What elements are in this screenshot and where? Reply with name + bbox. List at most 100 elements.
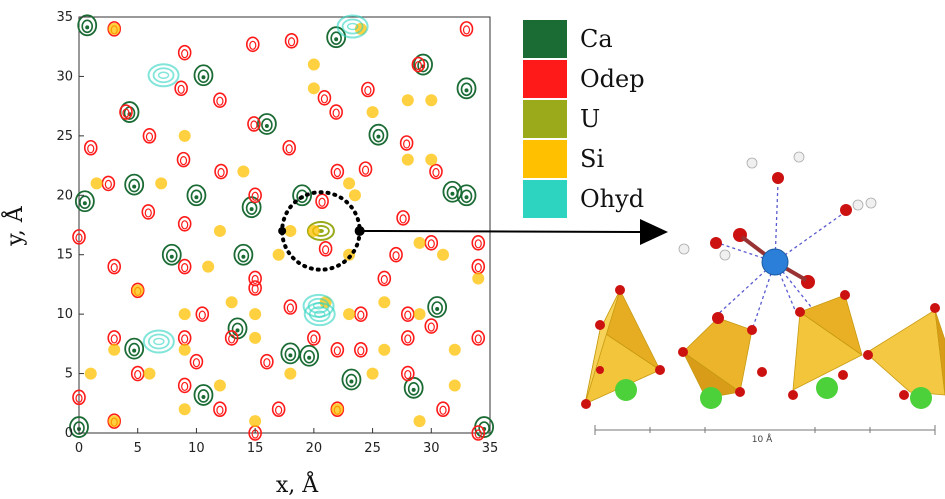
y-tick-label: 30	[56, 69, 73, 84]
point-odep	[174, 80, 188, 97]
point-ca	[341, 368, 362, 391]
point-odep	[177, 44, 192, 61]
point-odep	[176, 151, 191, 168]
point-si	[401, 153, 414, 166]
point-odep-inner	[427, 239, 435, 249]
point-odep	[459, 21, 474, 37]
y-tick-label: 20	[56, 188, 73, 203]
point-ca-core	[235, 328, 240, 333]
point-odep-inner	[285, 144, 293, 154]
point-ca-inner	[190, 189, 203, 204]
point-ca	[403, 376, 424, 399]
x-tick-label: 0	[75, 441, 83, 456]
point-ca	[193, 384, 214, 406]
point-si	[343, 308, 356, 321]
point-ca	[442, 180, 463, 203]
point-si	[108, 343, 121, 356]
point-odep	[330, 341, 345, 358]
point-si	[90, 177, 103, 190]
y-tick-label: 25	[56, 129, 73, 144]
point-si	[108, 22, 121, 35]
point-odep-inner	[216, 96, 224, 106]
point-ca-inner	[284, 347, 297, 362]
point-si	[343, 177, 356, 190]
point-odep	[107, 258, 122, 275]
point-ca-core	[132, 184, 137, 189]
scale-bar	[594, 425, 936, 435]
point-ca-inner	[372, 128, 385, 143]
point-si	[155, 177, 168, 190]
y-tick-label: 15	[56, 248, 73, 263]
y-tick-label: 10	[56, 307, 73, 322]
point-odep-inner	[399, 214, 407, 224]
point-odep-inner	[432, 167, 440, 178]
scale-bar-label: 10 Å	[752, 433, 773, 445]
x-tick-label: 15	[247, 441, 264, 456]
point-ca-core	[264, 123, 269, 128]
point-si	[249, 308, 262, 321]
point-ca-inner	[345, 373, 358, 388]
legend-label-ohyd: Ohyd	[580, 185, 644, 213]
plot-marks	[69, 14, 495, 441]
point-odep-inner	[216, 405, 224, 415]
point-si	[366, 106, 379, 119]
highlight-dot-left	[278, 226, 287, 235]
point-ca-core	[85, 25, 90, 30]
point-si	[272, 248, 285, 261]
point-odep-inner	[181, 263, 189, 273]
point-ca	[456, 77, 477, 100]
point-ca	[161, 243, 182, 266]
point-odep	[354, 341, 368, 358]
point-ohyd-core	[346, 22, 359, 31]
point-odep	[315, 193, 329, 210]
point-ca	[256, 113, 277, 135]
point-odep	[389, 246, 403, 263]
point-si	[84, 367, 97, 380]
point-odep-inner	[177, 84, 185, 94]
point-ca-inner	[460, 82, 473, 97]
point-ca	[292, 184, 313, 207]
point-odep-inner	[462, 25, 471, 35]
point-odep	[213, 92, 227, 108]
calcium-atoms	[615, 377, 932, 409]
y-tick-label: 35	[56, 10, 73, 25]
point-ca-inner	[197, 69, 210, 84]
point-si	[401, 94, 414, 107]
point-odep	[214, 163, 228, 180]
point-si	[249, 331, 262, 344]
point-odep-inner	[87, 144, 95, 154]
point-ca-core	[288, 353, 293, 358]
point-odep	[282, 139, 296, 156]
point-si	[225, 296, 238, 309]
point-odep	[189, 353, 204, 370]
point-si	[143, 367, 156, 380]
point-ca-core	[349, 379, 354, 384]
point-odep	[424, 318, 439, 334]
molecular-illustration: 10 Å	[581, 151, 945, 445]
point-odep-inner	[181, 334, 189, 344]
point-odep-inner	[404, 334, 412, 344]
y-tick-label: 5	[65, 367, 73, 382]
point-ohyd-core	[157, 71, 170, 79]
point-odep-inner	[179, 156, 188, 166]
legend-label-si: Si	[580, 145, 604, 173]
point-si	[307, 58, 320, 71]
legend-swatch-odep	[523, 60, 567, 98]
point-ca-core	[82, 201, 87, 206]
point-odep-inner	[75, 233, 83, 243]
point-ca	[413, 53, 433, 76]
point-odep	[471, 330, 486, 346]
point-ca-inner	[81, 19, 94, 34]
point-ca-core	[435, 307, 440, 312]
point-odep	[224, 330, 239, 346]
point-odep-inner	[104, 179, 112, 189]
point-ca	[124, 337, 145, 360]
point-ohyd-core	[314, 310, 326, 318]
point-ca-inner	[245, 201, 258, 215]
point-odep-inner	[228, 334, 236, 344]
point-odep	[471, 235, 486, 251]
point-ohyd-inner	[341, 18, 364, 35]
point-odep	[245, 36, 260, 53]
point-odep-inner	[364, 85, 372, 96]
point-si	[284, 224, 297, 237]
